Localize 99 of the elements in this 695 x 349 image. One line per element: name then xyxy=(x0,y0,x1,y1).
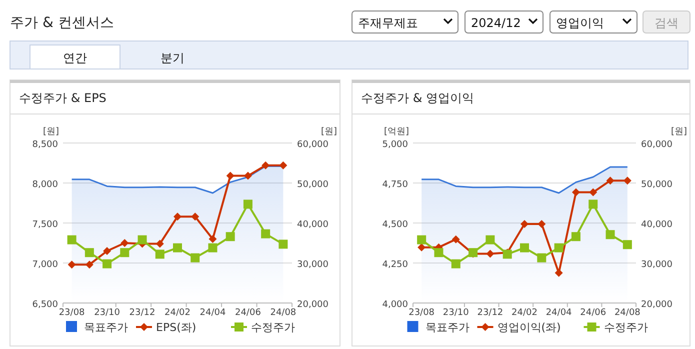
point xyxy=(103,247,112,255)
point xyxy=(67,235,76,244)
point xyxy=(261,229,270,238)
y-tick-label: 4,250 xyxy=(382,260,408,270)
legend-label: 수정주가 xyxy=(251,321,295,334)
y2-tick-label: 60,000 xyxy=(297,140,329,150)
point xyxy=(262,161,270,170)
y-tick-label: 8,500 xyxy=(32,140,58,150)
point xyxy=(486,250,494,258)
point xyxy=(588,200,598,209)
x-tick-label: 23/08 xyxy=(58,308,86,318)
point xyxy=(279,161,288,170)
legend-label: 목표주가 xyxy=(84,321,128,334)
y-tick-label: 4,000 xyxy=(382,300,408,310)
point xyxy=(243,200,252,209)
text: 분기 xyxy=(160,51,184,65)
point xyxy=(173,243,182,252)
point xyxy=(554,243,564,252)
point xyxy=(191,212,200,221)
y-tick-label: 8,000 xyxy=(32,180,58,190)
point xyxy=(520,220,528,228)
point xyxy=(538,220,546,228)
y2-axis-title: [원] xyxy=(670,127,687,137)
y-tick-label: 4,750 xyxy=(382,180,408,190)
y-tick-label: 4,500 xyxy=(382,220,408,230)
point xyxy=(571,232,580,242)
legend-label: 수정주가 xyxy=(604,321,648,334)
y2-tick-label: 40,000 xyxy=(297,220,329,230)
point xyxy=(554,268,563,277)
point xyxy=(434,248,444,258)
chart-title: 수정주가 & 영업이익 xyxy=(361,91,474,105)
point xyxy=(244,172,252,180)
x-tick-label: 24/06 xyxy=(234,308,262,318)
x-tick-label: 23/10 xyxy=(442,308,470,318)
text: 연간 xyxy=(63,51,87,65)
x-tick-label: 23/10 xyxy=(94,308,120,318)
point xyxy=(520,243,529,252)
x-tick-label: 23/12 xyxy=(129,308,156,318)
x-tick-label: 23/08 xyxy=(408,308,435,318)
x-tick-label: 24/02 xyxy=(164,308,190,318)
y2-tick-label: 40,000 xyxy=(641,220,673,230)
point xyxy=(623,176,632,185)
y-tick-label: 5,000 xyxy=(382,140,408,150)
y-tick-label: 6,500 xyxy=(32,300,58,310)
point xyxy=(452,235,460,244)
y-axis-title: [원] xyxy=(42,127,59,137)
y-tick-label: 7,000 xyxy=(32,260,58,270)
point xyxy=(156,240,164,248)
point xyxy=(155,250,164,259)
y2-tick-label: 20,000 xyxy=(641,300,673,310)
point xyxy=(226,172,234,180)
text: 영업이익 xyxy=(556,16,604,30)
y-tick-label: 7,500 xyxy=(32,220,58,230)
y2-tick-label: 50,000 xyxy=(641,180,673,190)
point xyxy=(278,240,288,249)
point xyxy=(537,253,546,262)
point xyxy=(417,235,426,244)
x-tick-label: 24/08 xyxy=(614,308,641,318)
text: 2024/12 xyxy=(471,16,521,30)
chart-title: 수정주가 & EPS xyxy=(19,91,106,105)
y2-tick-label: 30,000 xyxy=(641,260,673,270)
text: 검색 xyxy=(654,16,678,30)
point xyxy=(208,243,218,252)
point xyxy=(190,253,200,262)
point xyxy=(226,232,235,242)
point xyxy=(418,243,426,252)
point xyxy=(120,248,130,258)
x-tick-label: 24/04 xyxy=(200,308,226,318)
point xyxy=(486,235,495,244)
point xyxy=(589,188,598,196)
point xyxy=(102,259,112,268)
point xyxy=(208,235,217,243)
point xyxy=(68,260,76,269)
x-tick-label: 24/08 xyxy=(270,308,296,318)
point xyxy=(606,230,615,240)
point xyxy=(84,248,94,258)
legend-label: 목표주가 xyxy=(425,321,470,334)
point xyxy=(451,259,460,268)
x-tick-label: 24/02 xyxy=(512,308,538,318)
point xyxy=(174,212,182,221)
legend-label: 영업이익(좌) xyxy=(497,321,561,334)
y2-tick-label: 50,000 xyxy=(297,180,329,190)
point xyxy=(138,235,147,244)
x-tick-label: 24/06 xyxy=(580,308,606,318)
x-tick-label: 24/04 xyxy=(546,308,572,318)
text: 주재무제표 xyxy=(358,16,418,30)
y2-tick-label: 30,000 xyxy=(297,260,329,270)
point xyxy=(572,188,580,196)
y-axis-title: [억원] xyxy=(384,127,409,137)
x-tick-label: 23/12 xyxy=(477,308,504,318)
point xyxy=(622,240,632,250)
y2-axis-title: [원] xyxy=(320,127,337,137)
point xyxy=(120,239,129,247)
y2-tick-label: 20,000 xyxy=(297,300,329,310)
y2-tick-label: 60,000 xyxy=(641,140,673,150)
point xyxy=(85,260,94,269)
text: 주가 & 컨센서스 xyxy=(10,15,114,31)
point xyxy=(606,176,614,185)
legend-label: EPS(좌) xyxy=(156,321,196,334)
